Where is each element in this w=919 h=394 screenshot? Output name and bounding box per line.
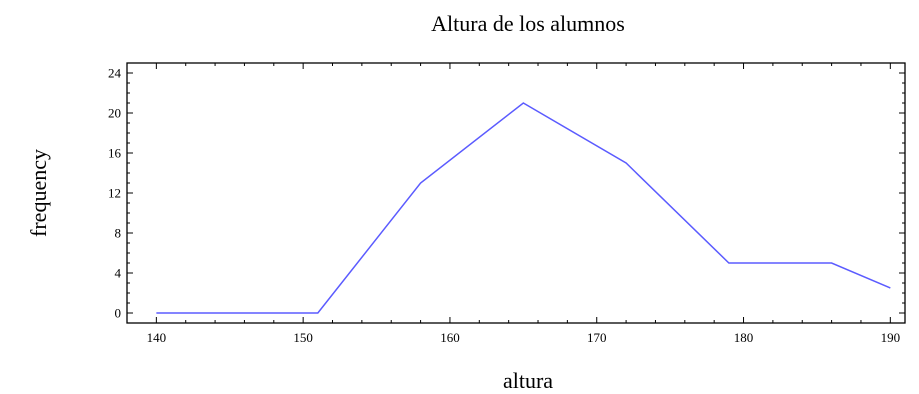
chart-title: Altura de los alumnos xyxy=(431,11,625,36)
x-tick-label: 170 xyxy=(587,330,607,345)
y-tick-label: 12 xyxy=(108,186,121,201)
x-tick-label: 140 xyxy=(147,330,167,345)
x-tick-label: 180 xyxy=(734,330,754,345)
x-tick-label: 150 xyxy=(293,330,313,345)
series-layer xyxy=(156,102,891,314)
y-tick-label: 24 xyxy=(108,66,122,81)
x-tick-label: 190 xyxy=(881,330,901,345)
y-axis-label: frequency xyxy=(26,149,51,237)
x-tick-label: 160 xyxy=(440,330,460,345)
y-tick-label: 4 xyxy=(115,266,122,281)
x-axis: 140 150 160 170 180 190 xyxy=(147,63,900,345)
series-line xyxy=(156,102,891,314)
x-axis-label: altura xyxy=(503,368,553,393)
y-tick-label: 8 xyxy=(115,226,122,241)
y-axis: 0 4 8 12 16 20 24 xyxy=(108,62,905,321)
y-tick-label: 16 xyxy=(108,146,122,161)
plot-frame xyxy=(126,62,906,324)
y-tick-label: 0 xyxy=(115,306,122,321)
y-tick-label: 20 xyxy=(108,106,121,121)
